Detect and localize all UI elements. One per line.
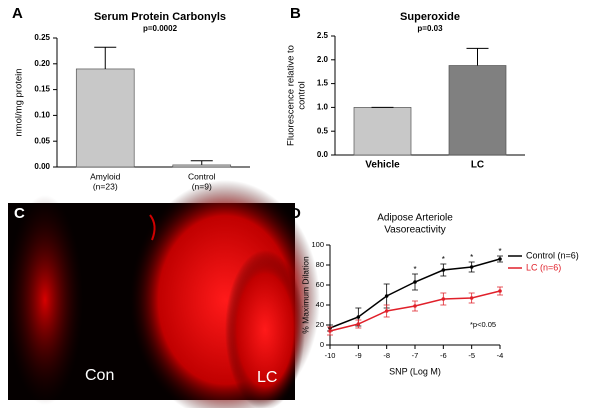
micrograph: [7, 180, 320, 408]
panel-label: C: [14, 205, 25, 222]
chart-title: Serum Protein Carbonyls: [94, 11, 226, 23]
x-tick-label: Amyloid: [90, 171, 121, 181]
x-tick-label: Control: [188, 171, 216, 181]
significance-marker: *: [413, 265, 416, 274]
x-tick-label: -4: [497, 351, 504, 360]
x-tick-label: -5: [468, 351, 475, 360]
y-tick-label: 0.0: [317, 150, 329, 159]
y-axis-label: Fluorescence relative to: [286, 45, 297, 146]
bar: [448, 65, 507, 156]
error-bar: [94, 46, 117, 69]
significance-marker: *: [470, 253, 473, 262]
point: [356, 315, 361, 319]
y-tick-label: 0: [320, 340, 324, 349]
point: [356, 322, 361, 326]
point: [384, 309, 389, 313]
point: [384, 294, 389, 298]
image-label: Con: [85, 367, 114, 384]
x-tick-label: -9: [355, 351, 362, 360]
chart-title: Adipose Arteriole: [377, 213, 453, 224]
axes: [329, 245, 500, 346]
x-tick-label: Vehicle: [365, 160, 400, 171]
y-tick-label: 60: [316, 280, 324, 289]
y-tick-label: 0.00: [34, 162, 50, 171]
bar: [353, 107, 412, 156]
y-tick-label: 1.5: [317, 79, 329, 88]
y-tick-label: 0.05: [34, 136, 50, 145]
y-tick-label: 40: [316, 300, 324, 309]
x-tick-label: LC: [471, 160, 484, 171]
y-tick-label: 80: [316, 260, 324, 269]
y-tick-label: 100: [311, 240, 324, 249]
point: [498, 289, 502, 293]
y-tick-label: 0.10: [34, 111, 50, 120]
y-axis-label: control: [297, 81, 308, 110]
panel-label: B: [290, 5, 301, 22]
x-tick-label: -8: [383, 351, 390, 360]
significance-marker: *: [442, 255, 445, 264]
y-tick-label: 0.15: [34, 85, 50, 94]
legend-label: Control (n=6): [526, 250, 579, 260]
point: [413, 280, 417, 284]
x-tick-note: (n=9): [192, 181, 212, 191]
y-tick-label: 1.0: [317, 103, 329, 112]
point: [413, 304, 417, 308]
panel-label: D: [290, 205, 301, 222]
y-tick-label: 0.25: [34, 33, 50, 42]
x-tick-label: -10: [325, 351, 336, 360]
y-axis-label: % Maximum Dilation: [300, 256, 310, 334]
bar: [75, 68, 135, 168]
panel-label: A: [12, 5, 23, 22]
point: [441, 268, 446, 272]
chart-title: Superoxide: [400, 11, 460, 23]
x-axis-label: SNP (Log M): [389, 366, 441, 376]
point: [469, 265, 474, 269]
annotation: p=0.03: [417, 24, 443, 33]
point: [328, 329, 332, 333]
x-tick-label: -7: [412, 351, 419, 360]
y-axis-label: nmol/mg protein: [14, 68, 25, 136]
point: [498, 257, 502, 261]
y-tick-label: 2.0: [317, 55, 329, 64]
annotation: *p<0.05: [470, 320, 496, 329]
image-label: LC: [257, 369, 277, 386]
y-tick-label: 0.5: [317, 126, 329, 135]
y-tick-label: 2.5: [317, 31, 329, 40]
y-tick-label: 20: [316, 320, 324, 329]
chart-title: Vasoreactivity: [384, 225, 446, 236]
y-tick-label: 0.20: [34, 59, 50, 68]
x-tick-note: (n=23): [93, 181, 118, 191]
legend-label: LC (n=6): [526, 262, 561, 272]
bar: [172, 164, 232, 168]
error-bar: [466, 47, 489, 66]
point: [441, 297, 446, 301]
point: [469, 296, 474, 300]
significance-marker: *: [498, 247, 501, 256]
x-tick-label: -6: [440, 351, 447, 360]
error-bar: [190, 160, 213, 165]
annotation: p=0.0002: [143, 24, 178, 33]
